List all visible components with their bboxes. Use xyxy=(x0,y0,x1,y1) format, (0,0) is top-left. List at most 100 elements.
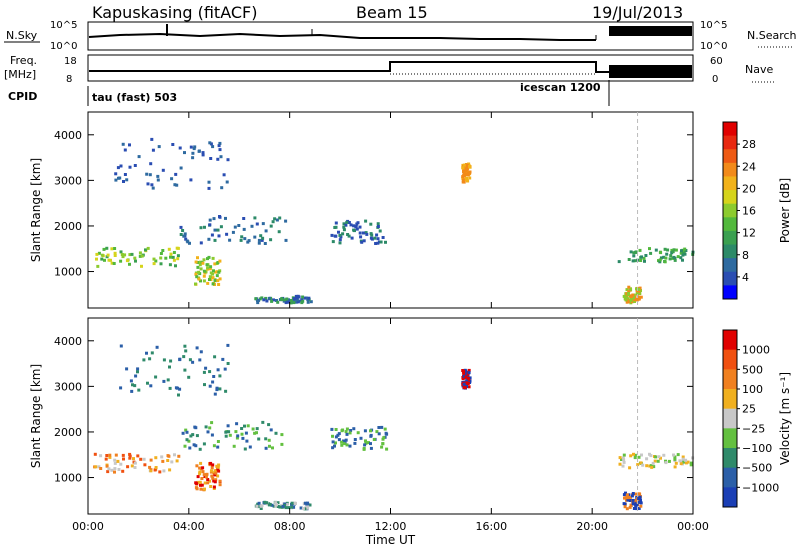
x-tick-label: 20:00 xyxy=(576,520,608,533)
data-cell xyxy=(119,463,122,466)
data-cell xyxy=(264,437,267,440)
data-cell xyxy=(138,155,141,158)
data-cell xyxy=(227,430,230,433)
data-cell xyxy=(126,259,129,262)
data-cell xyxy=(217,271,220,274)
data-cell xyxy=(105,247,108,250)
data-cell xyxy=(133,257,136,260)
data-cell xyxy=(212,375,215,378)
data-cell xyxy=(623,502,626,505)
data-cell xyxy=(632,254,635,257)
data-cell xyxy=(370,237,373,240)
data-cell xyxy=(643,260,646,263)
data-cell xyxy=(634,504,637,507)
data-cell xyxy=(146,382,149,385)
data-cell xyxy=(184,445,187,448)
data-cell xyxy=(114,252,117,255)
data-cell xyxy=(122,454,125,457)
data-cell xyxy=(201,466,204,469)
data-cell xyxy=(153,262,156,265)
data-cell xyxy=(121,253,124,256)
data-cell xyxy=(204,367,207,370)
data-cell xyxy=(130,379,133,382)
data-cell xyxy=(205,425,208,428)
data-cell xyxy=(125,178,128,181)
data-cell xyxy=(206,481,209,484)
data-cell xyxy=(632,499,635,502)
data-cell xyxy=(625,298,628,301)
freq-unit: [MHz] xyxy=(4,68,36,81)
data-cell xyxy=(99,467,102,470)
data-cell xyxy=(203,371,206,374)
data-cell xyxy=(117,166,120,169)
data-cell xyxy=(629,506,632,509)
data-cell xyxy=(228,239,231,242)
x-tick-label: 12:00 xyxy=(375,520,407,533)
data-cell xyxy=(248,239,251,242)
data-cell xyxy=(356,228,359,231)
data-cell xyxy=(639,505,642,508)
noise-tick-top-right: 10^5 xyxy=(700,20,727,31)
data-cell xyxy=(200,477,203,480)
data-cell xyxy=(375,234,378,237)
nsearch-dense-block xyxy=(609,26,692,36)
data-cell xyxy=(265,229,268,232)
data-cell xyxy=(226,181,229,184)
data-cell xyxy=(156,175,159,178)
data-cell xyxy=(208,187,211,190)
data-cell xyxy=(154,456,157,459)
data-cell xyxy=(160,262,163,265)
data-cell xyxy=(198,278,201,281)
data-cell xyxy=(206,266,209,269)
data-cell xyxy=(133,384,136,387)
data-cell xyxy=(353,229,356,232)
colorbar-tick-label: 4 xyxy=(742,271,749,284)
data-cell xyxy=(217,464,220,467)
data-cell xyxy=(640,501,643,504)
data-cell xyxy=(269,503,272,506)
data-cell xyxy=(255,505,258,508)
data-cell xyxy=(134,462,137,465)
data-cell xyxy=(212,269,215,272)
data-cell xyxy=(618,260,621,263)
data-cell xyxy=(118,468,121,471)
data-cell xyxy=(209,275,212,278)
data-cell xyxy=(183,151,186,154)
data-cell xyxy=(174,264,177,267)
data-cell xyxy=(235,422,238,425)
data-cell xyxy=(103,248,106,251)
nave-label: Nave xyxy=(745,63,773,76)
data-cell xyxy=(168,366,171,369)
data-cell xyxy=(216,274,219,277)
freq-tick-bottom: 8 xyxy=(66,74,72,85)
data-cell xyxy=(120,165,123,168)
plot-frame xyxy=(88,112,693,308)
data-cell xyxy=(678,459,681,462)
data-cell xyxy=(198,358,201,361)
data-cell xyxy=(144,248,147,251)
data-cell xyxy=(188,447,191,450)
data-cell xyxy=(349,445,352,448)
data-cell xyxy=(357,431,360,434)
data-cell xyxy=(275,503,278,506)
data-cell xyxy=(649,252,652,255)
data-cell xyxy=(208,256,211,259)
data-cell xyxy=(122,143,125,146)
data-cell xyxy=(630,250,633,253)
data-cell xyxy=(220,155,223,158)
data-cell xyxy=(220,186,223,189)
data-cell xyxy=(148,466,151,469)
data-cell xyxy=(262,222,265,225)
data-cell xyxy=(258,239,261,242)
data-cell xyxy=(229,434,232,437)
data-cell xyxy=(210,421,213,424)
data-cell xyxy=(280,443,283,446)
data-cell xyxy=(191,156,194,159)
data-cell xyxy=(191,152,194,155)
noise-tick-top-left: 10^5 xyxy=(50,20,77,31)
data-cell xyxy=(143,463,146,466)
data-cell xyxy=(208,223,211,226)
data-cell xyxy=(273,217,276,220)
data-cell xyxy=(134,164,137,167)
data-cell xyxy=(129,166,132,169)
